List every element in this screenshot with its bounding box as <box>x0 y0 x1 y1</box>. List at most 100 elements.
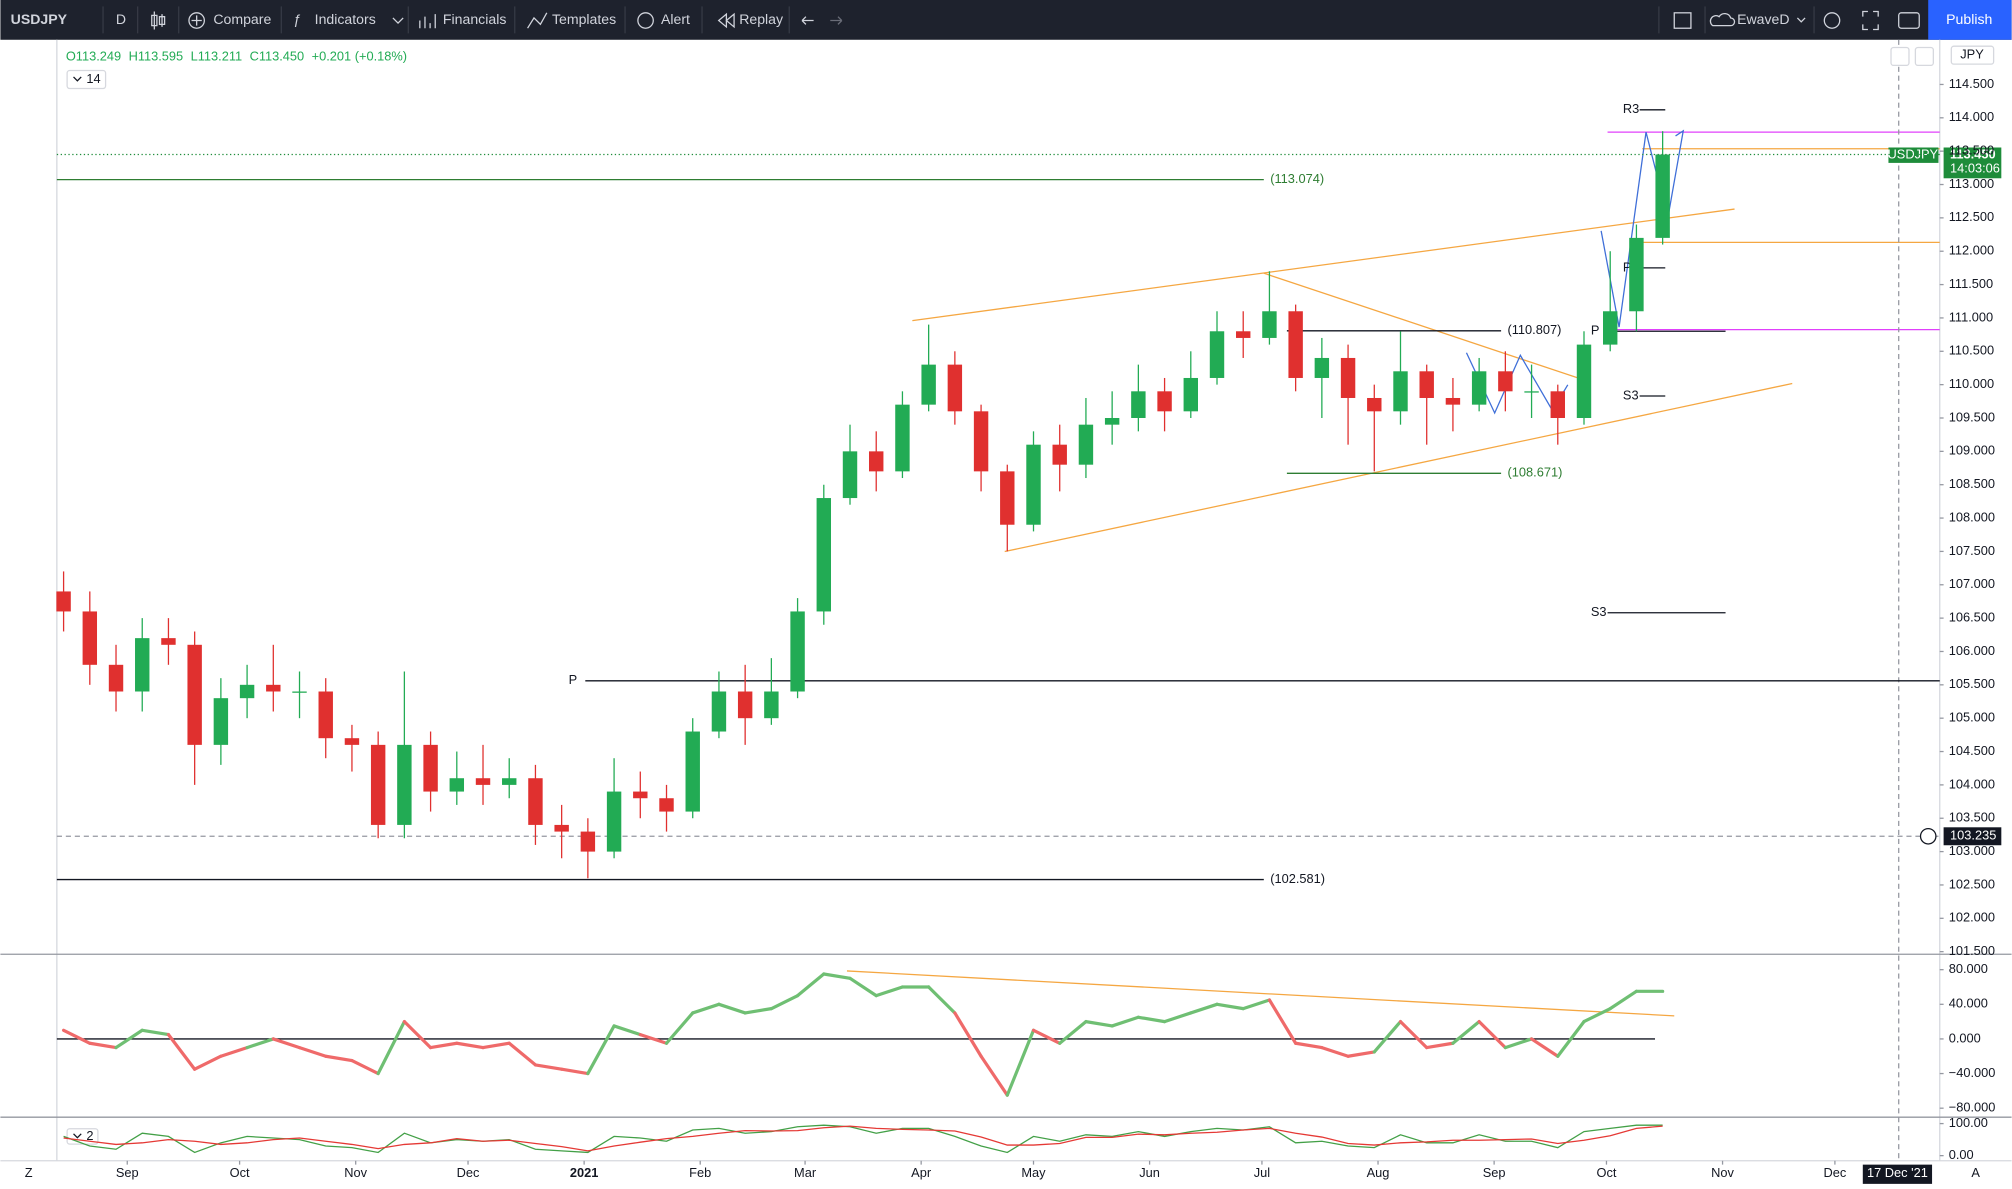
symbol-button[interactable]: USDJPY <box>11 11 68 27</box>
x-tick-label: Feb <box>689 1165 711 1180</box>
oscillator-line <box>88 1041 118 1050</box>
pivot-label: S3 <box>1591 604 1607 619</box>
y-tick-label: 105.000 <box>1949 710 1995 725</box>
currency-label[interactable]: JPY <box>1960 47 1984 62</box>
auto-scale-button[interactable]: A <box>1971 1165 1980 1180</box>
price-tag-value: 113.450 <box>1950 147 1996 162</box>
candle-body <box>292 691 307 693</box>
pivot-label: P <box>569 672 578 687</box>
candle-body <box>1576 344 1592 418</box>
candle-body <box>187 644 202 745</box>
candle-body <box>56 591 71 612</box>
y-tick-label: 112.000 <box>1949 243 1994 258</box>
redo-button[interactable] <box>830 16 843 25</box>
x-tick-label: Jun <box>1139 1165 1160 1180</box>
countdown: 14:03:06 <box>1950 161 2000 176</box>
replay-button[interactable]: Replay <box>739 11 784 27</box>
dropdown-arrow[interactable] <box>392 17 404 24</box>
collapse-arrow[interactable] <box>73 76 82 82</box>
financials-button[interactable]: Financials <box>443 11 506 27</box>
currency-button[interactable] <box>1950 45 1995 65</box>
stoch-param: 2 <box>86 1128 93 1143</box>
y-tick-label: 0.00 <box>1949 1147 1974 1162</box>
indicator-toggle[interactable] <box>66 69 107 90</box>
alert-icon <box>637 12 654 29</box>
scroll-button[interactable] <box>1890 46 1910 67</box>
oscillator-line <box>1267 998 1298 1045</box>
y-tick-label: 110.000 <box>1949 376 1994 391</box>
candle-body <box>1262 311 1277 338</box>
candle-body <box>318 691 333 739</box>
y-tick-label: 102.000 <box>1949 910 1995 925</box>
oscillator-line <box>874 985 905 998</box>
compare-button[interactable]: Compare <box>213 11 271 27</box>
dropdown-arrow[interactable] <box>1796 17 1806 23</box>
y-tick-label: 109.500 <box>1949 409 1995 424</box>
oscillator-line <box>271 1037 302 1050</box>
crosshair-plus[interactable] <box>1919 827 1937 845</box>
snapshot-button[interactable] <box>1898 12 1920 29</box>
oscillator-line <box>297 1045 328 1058</box>
y-tick-label: 104.500 <box>1949 743 1995 758</box>
x-tick-label: Jul <box>1254 1165 1270 1180</box>
candle-body <box>1367 397 1382 412</box>
candle-body <box>344 738 360 745</box>
y-tick-label: 111.000 <box>1949 309 1993 324</box>
templates-button[interactable]: Templates <box>552 11 616 27</box>
interval-button[interactable]: D <box>116 11 126 27</box>
indicator-param: 14 <box>86 71 100 86</box>
symbol-tag-label: USDJPY <box>1888 147 1939 162</box>
fullscreen-button[interactable] <box>1862 10 1879 31</box>
y-tick-label: 107.000 <box>1949 576 1995 591</box>
y-tick-label: 112.500 <box>1949 209 1994 224</box>
oscillator-line <box>1215 1002 1245 1011</box>
oscillator-line <box>1294 1041 1324 1050</box>
oscillator-line <box>376 1020 406 1076</box>
candle-body <box>1000 471 1015 525</box>
candle-body <box>475 778 491 785</box>
level-label: (108.671) <box>1508 465 1563 480</box>
y-tick-label: 110.500 <box>1949 343 1994 358</box>
y-tick-label: −80.000 <box>1949 1100 1996 1115</box>
indicators-button[interactable]: Indicators <box>315 11 376 27</box>
candle-body <box>1471 371 1487 405</box>
x-tick-label: Sep <box>116 1165 139 1180</box>
oscillator-line <box>769 994 800 1011</box>
layout-toggle[interactable] <box>1673 12 1692 29</box>
candle-body <box>1183 377 1198 412</box>
oscillator-line <box>324 1054 354 1063</box>
crosshair-price: 103.235 <box>1950 828 1996 843</box>
oscillator-line <box>979 1054 1009 1097</box>
candle-body <box>1314 357 1330 378</box>
undo-button[interactable] <box>801 16 814 25</box>
candle-body <box>633 791 648 799</box>
settings-button[interactable] <box>1823 12 1841 29</box>
alert-button[interactable]: Alert <box>661 11 690 27</box>
candle-body <box>1498 371 1513 392</box>
change-value: +0.201 (+0.18%) <box>312 49 407 64</box>
candle-body <box>921 364 936 405</box>
candle-body <box>1445 397 1461 405</box>
y-tick-label: 113.500 <box>1949 143 1994 158</box>
collapse-arrow[interactable] <box>73 1133 82 1139</box>
templates-icon <box>527 12 548 29</box>
y-tick-label: 113.000 <box>1949 176 1994 191</box>
oscillator-line <box>612 1024 642 1037</box>
oscillator-line <box>848 976 878 998</box>
panel-borders <box>0 39 2012 1162</box>
oscillator-line <box>193 1054 223 1071</box>
oscillator-line <box>664 1011 695 1045</box>
chart-type-icon[interactable] <box>151 11 166 30</box>
y-tick-label: 106.000 <box>1949 643 1995 658</box>
oscillator-line <box>1162 1011 1193 1024</box>
oscillator-line <box>1346 1050 1376 1058</box>
close-value: C113.450 <box>250 49 305 64</box>
publish-label[interactable]: Publish <box>1946 11 1992 27</box>
zoom-button[interactable]: Z <box>25 1165 33 1180</box>
x-tick-label: Sep <box>1483 1165 1506 1180</box>
publish-button[interactable] <box>1928 0 2012 40</box>
maximize-button[interactable] <box>1914 46 1934 67</box>
candle-body <box>659 798 674 812</box>
layout-name[interactable]: EwaveD <box>1737 11 1789 27</box>
